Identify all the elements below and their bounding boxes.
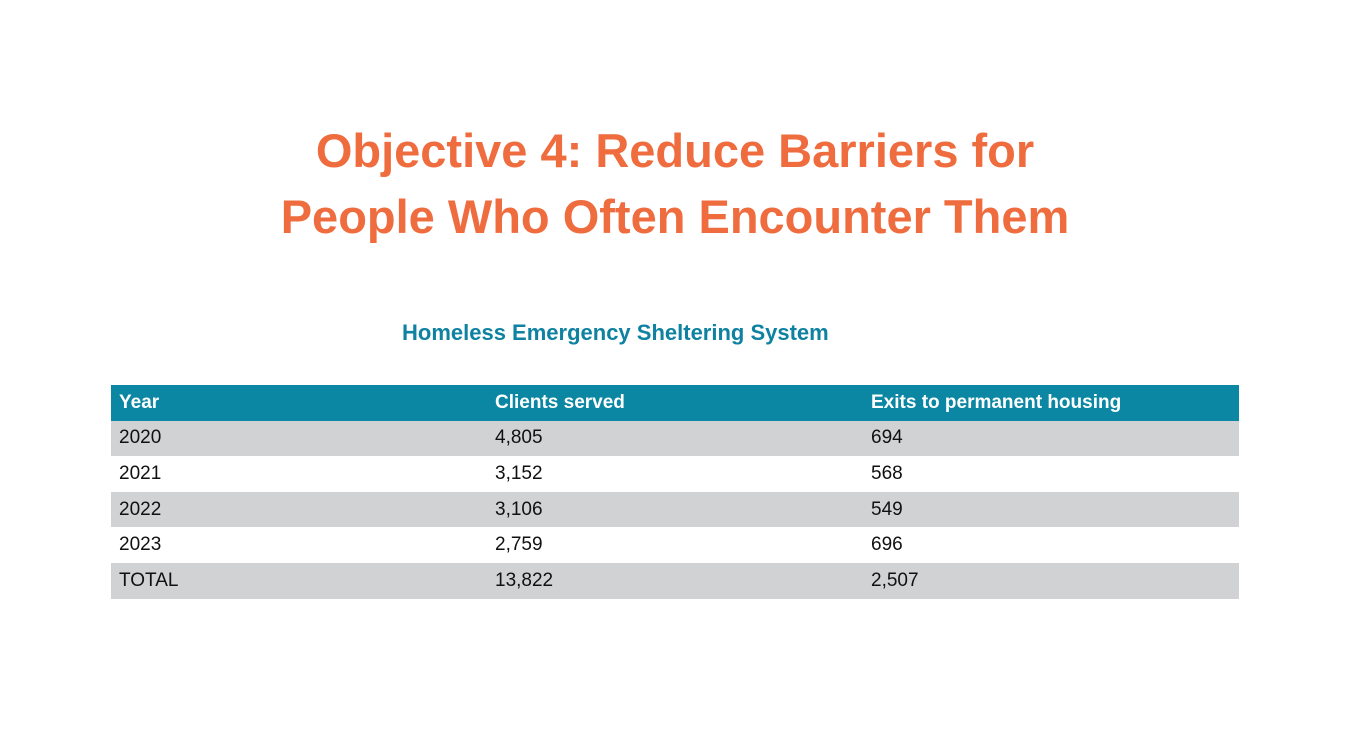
page-title-line-1: Objective 4: Reduce Barriers for (315, 124, 1035, 177)
cell-clients-served: 13,822 (487, 562, 863, 599)
cell-clients-served: 2,759 (487, 527, 863, 563)
column-header-clients-served: Clients served (487, 385, 863, 421)
cell-year: 2021 (111, 456, 487, 492)
cell-exits: 549 (863, 491, 1239, 528)
cell-clients-served: 3,152 (487, 456, 863, 492)
table-row: 2022 3,106 549 (111, 491, 1239, 528)
table-row: 2021 3,152 568 (111, 456, 1239, 492)
cell-year: 2022 (111, 491, 487, 528)
page-title: Objective 4: Reduce Barriers for People … (0, 118, 1350, 250)
table-total-row: TOTAL 13,822 2,507 (111, 562, 1239, 599)
table-body: 2020 4,805 694 2021 3,152 568 2022 3,106… (111, 420, 1239, 599)
cell-exits: 2,507 (863, 562, 1239, 599)
cell-exits: 696 (863, 527, 1239, 563)
page-title-line-2: People Who Often Encounter Them (280, 190, 1070, 243)
cell-year: TOTAL (111, 562, 487, 599)
cell-clients-served: 3,106 (487, 491, 863, 528)
table-row: 2020 4,805 694 (111, 420, 1239, 457)
table-header: Year Clients served Exits to permanent h… (111, 385, 1239, 421)
cell-year: 2020 (111, 420, 487, 457)
table-caption: Homeless Emergency Sheltering System (402, 320, 829, 345)
table-row: 2023 2,759 696 (111, 527, 1239, 563)
cell-exits: 694 (863, 420, 1239, 457)
cell-clients-served: 4,805 (487, 420, 863, 457)
table-header-row: Year Clients served Exits to permanent h… (111, 385, 1239, 421)
shelter-data-table: Year Clients served Exits to permanent h… (111, 385, 1239, 599)
cell-exits: 568 (863, 456, 1239, 492)
cell-year: 2023 (111, 527, 487, 563)
column-header-year: Year (111, 385, 487, 421)
column-header-exits-to-permanent-housing: Exits to permanent housing (863, 385, 1239, 421)
